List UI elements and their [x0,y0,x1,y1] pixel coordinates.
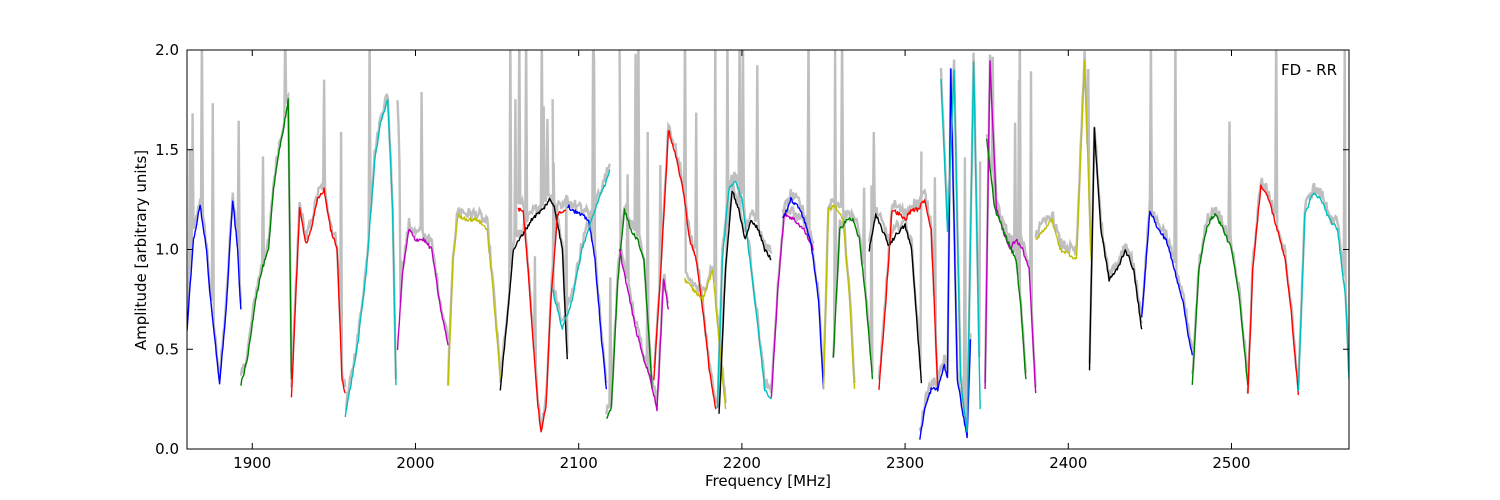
x-axis: 1900 2000 2100 2200 2300 2400 2500 [233,50,1251,472]
series-line [240,98,293,386]
x-tick-label: 2100 [560,454,598,472]
reference-trace [1140,50,1194,350]
series-line [653,130,717,410]
reference-trace [918,68,972,434]
reference-trace [832,50,874,374]
series-line [919,68,972,440]
reference-trace [985,56,1028,374]
series-line [1191,212,1249,386]
series-line [344,99,397,417]
chart-annotation: FD - RR [1281,61,1337,79]
series-line [187,200,242,385]
series-line [1247,184,1300,396]
series-line [566,204,608,390]
series-line [551,169,611,330]
y-tick-label: 2.0 [155,41,179,59]
reference-trace [396,92,450,340]
series-line [1297,192,1349,392]
y-axis: 0.0 0.5 1.0 1.5 2.0 [155,41,1349,458]
series-layer [187,60,1349,440]
y-axis-label: Amplitude [arbitrary units] [132,150,150,350]
y-tick-label: 0.5 [155,340,179,358]
reference-trace [717,50,773,408]
series-line [618,248,670,412]
x-tick-label: 2300 [886,454,924,472]
y-tick-label: 1.0 [155,241,179,259]
series-line [822,204,856,390]
series-line [396,228,449,351]
x-tick-label: 2200 [723,454,761,472]
y-tick-label: 1.5 [155,141,179,159]
series-line [832,217,874,380]
reference-trace [239,50,293,376]
series-line [716,180,772,409]
reference-trace [290,79,347,388]
series-line [878,199,939,390]
series-line [782,197,825,390]
x-tick-label: 2000 [396,454,434,472]
reference-trace [1191,121,1249,380]
reference-trace [877,177,939,384]
series-line [1088,127,1143,371]
reference-trace [1088,126,1143,364]
x-tick-label: 1900 [233,454,271,472]
series-line [499,197,568,391]
x-tick-label: 2500 [1212,454,1250,472]
series-line [447,213,501,386]
x-tick-label: 2400 [1049,454,1087,472]
reference-trace [1246,50,1300,394]
series-line [606,208,653,419]
series-line [770,213,814,398]
reference-trace [1034,50,1093,256]
reference-trace-layer [187,50,1349,434]
series-line [684,269,727,410]
series-line [868,213,923,384]
series-line [1141,210,1193,356]
series-line [290,187,346,398]
series-line [718,190,772,414]
series-line [1035,60,1092,260]
series-line [940,61,981,433]
y-tick-label: 0.0 [155,440,179,458]
reference-trace [822,50,856,384]
x-axis-label: Frequency [MHz] [705,472,831,490]
series-line [986,138,1027,380]
series-line [984,60,1037,394]
reference-trace [868,131,923,370]
series-line [517,207,567,433]
reference-trace [1297,50,1349,386]
